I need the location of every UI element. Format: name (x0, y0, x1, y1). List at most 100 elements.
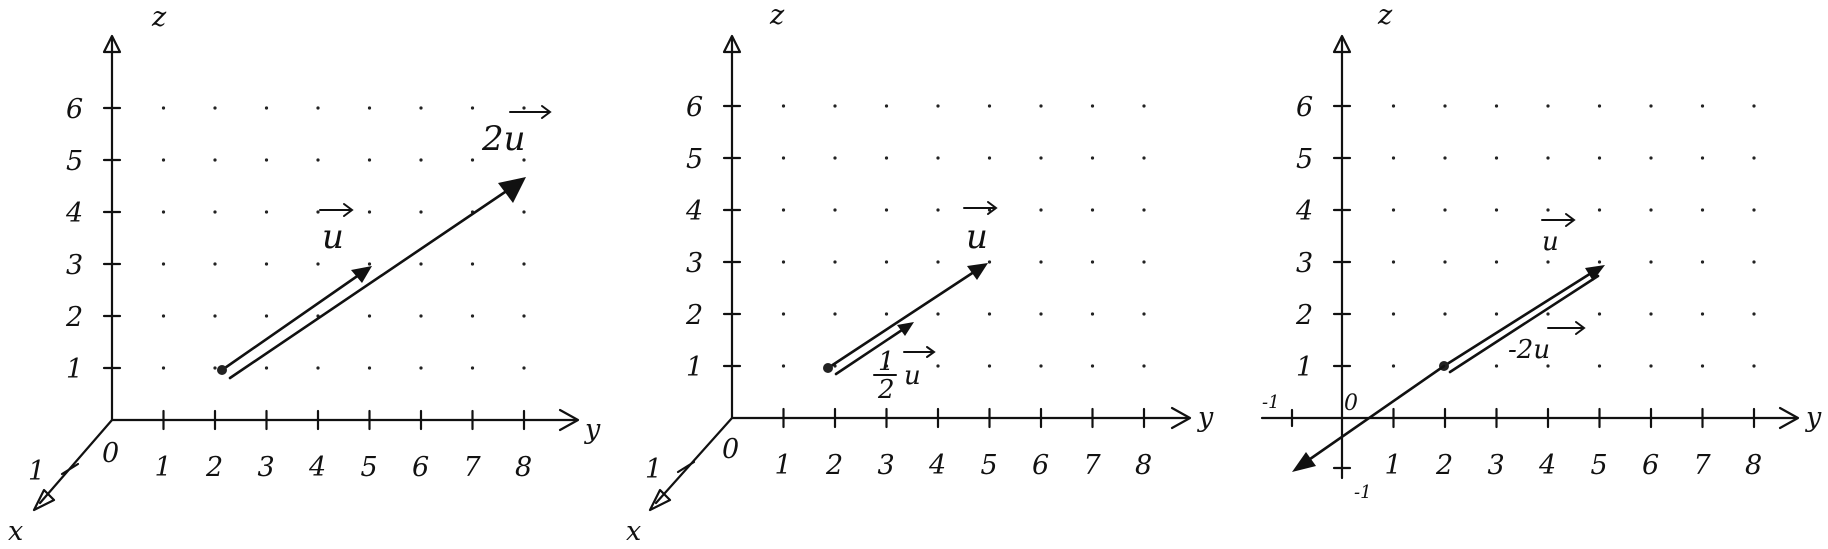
panel-3: 1 2 3 4 5 6 1 2 3 4 5 6 7 8 -1 -1 z y 0 u -2u (1260, 0, 1822, 503)
grid-dot (419, 314, 423, 318)
grid-dot (781, 260, 786, 264)
grid-dot (264, 314, 269, 318)
z-tick-label-5: 5 (686, 144, 703, 175)
grid-dot (1039, 156, 1043, 160)
grid-dot (367, 106, 372, 110)
grid-dot (987, 104, 992, 108)
grid-dot (833, 312, 837, 316)
panel-3-neg-y-tick-label: -1 (1262, 392, 1280, 413)
panel-1-x-tick-1 (60, 462, 80, 476)
grid-dot (1546, 312, 1550, 316)
grid-dot (470, 158, 475, 162)
grid-dot (1142, 260, 1146, 264)
z-tick-label-6: 6 (1296, 92, 1313, 123)
grid-dot (419, 366, 423, 370)
z-tick-label-5: 5 (66, 146, 83, 177)
grid-dot (1546, 260, 1550, 264)
grid-dot (987, 364, 992, 368)
z-tick-label-2: 2 (65, 302, 83, 333)
grid-dot (213, 366, 217, 370)
grid-dot (1391, 260, 1396, 264)
panel-1-vector-2u (228, 177, 526, 380)
grid-dot (367, 366, 372, 370)
grid-dot (1546, 104, 1550, 108)
grid-dot (264, 210, 269, 214)
grid-dot (936, 156, 940, 160)
grid-dot (1546, 156, 1550, 160)
grid-dot (367, 158, 372, 162)
grid-dot (781, 208, 786, 212)
grid-dot (1700, 104, 1705, 108)
grid-dot (936, 104, 940, 108)
grid-dot (1039, 364, 1043, 368)
grid-dot (419, 210, 423, 214)
y-tick-label-7: 7 (464, 452, 482, 483)
grid-dot (1752, 312, 1756, 316)
panel-1-z-arrowhead (102, 34, 122, 54)
panel-1-z-axis-label: z (151, 2, 167, 33)
panel-3-vector-u-label-arrow (1541, 213, 1576, 227)
grid-dot (1494, 260, 1499, 264)
grid-dot (522, 210, 526, 214)
z-tick-label-3: 3 (66, 250, 83, 281)
y-tick-label-8: 8 (515, 452, 532, 483)
grid-dot (522, 106, 526, 110)
grid-dot (884, 312, 889, 316)
grid-dot (1649, 156, 1653, 160)
grid-dot (1090, 312, 1095, 316)
panel-2-vector-u-label-arrow (963, 201, 998, 215)
grid-dot (781, 156, 786, 160)
z-tick-label-6: 6 (686, 92, 703, 123)
grid-dot (987, 208, 992, 212)
y-tick-label-8: 8 (1745, 450, 1762, 481)
grid-dot (264, 366, 269, 370)
grid-dot (1649, 104, 1653, 108)
z-tick-label-6: 6 (66, 94, 83, 125)
grid-dot (1039, 260, 1043, 264)
panel-1-vector-u-label-arrow (319, 203, 354, 217)
grid-dot (161, 158, 166, 162)
grid-dot (1752, 364, 1756, 368)
grid-dot (161, 314, 166, 318)
panel-1-vector-2u-label: 2u (481, 119, 526, 159)
grid-dot (1597, 156, 1602, 160)
panel-1-vector-2u-label-arrow (509, 105, 552, 119)
grid-dot (1391, 312, 1396, 316)
z-tick-label-5: 5 (1296, 144, 1313, 175)
grid-dot (1090, 208, 1095, 212)
panel-2-vector-half-u-label: u (904, 361, 921, 391)
y-tick-label-2: 2 (205, 452, 223, 483)
y-tick-label-3: 3 (258, 452, 275, 483)
grid-dot (1597, 364, 1602, 368)
y-tick-label-1: 1 (1385, 450, 1402, 481)
grid-dot (936, 208, 940, 212)
grid-dot (1391, 208, 1396, 212)
panel-1-origin-label: 0 (102, 438, 119, 469)
grid-dot (884, 260, 889, 264)
grid-dot (1597, 208, 1602, 212)
panel-2-y-axis-label: y (1197, 402, 1214, 433)
grid-dot (213, 106, 217, 110)
grid-dot (161, 106, 166, 110)
grid-dot (1142, 104, 1146, 108)
z-tick-label-1: 1 (686, 352, 703, 383)
grid-dot (1142, 364, 1146, 368)
grid-dot (213, 314, 217, 318)
grid-dot (1090, 260, 1095, 264)
grid-dot (470, 314, 475, 318)
panel-2-vector-u-label: u (966, 217, 988, 257)
panel-1-x-tick-label-1: 1 (28, 456, 45, 487)
grid-dot (367, 262, 372, 266)
grid-dot (987, 156, 992, 160)
grid-dot (470, 366, 475, 370)
grid-dot (161, 210, 166, 214)
y-tick-label-3: 3 (878, 450, 895, 481)
grid-dot (833, 208, 837, 212)
grid-dot (987, 260, 992, 264)
grid-dot (1597, 260, 1602, 264)
grid-dot (1752, 260, 1756, 264)
grid-dot (316, 106, 320, 110)
grid-dot (1649, 260, 1653, 264)
grid-dot (1752, 104, 1756, 108)
